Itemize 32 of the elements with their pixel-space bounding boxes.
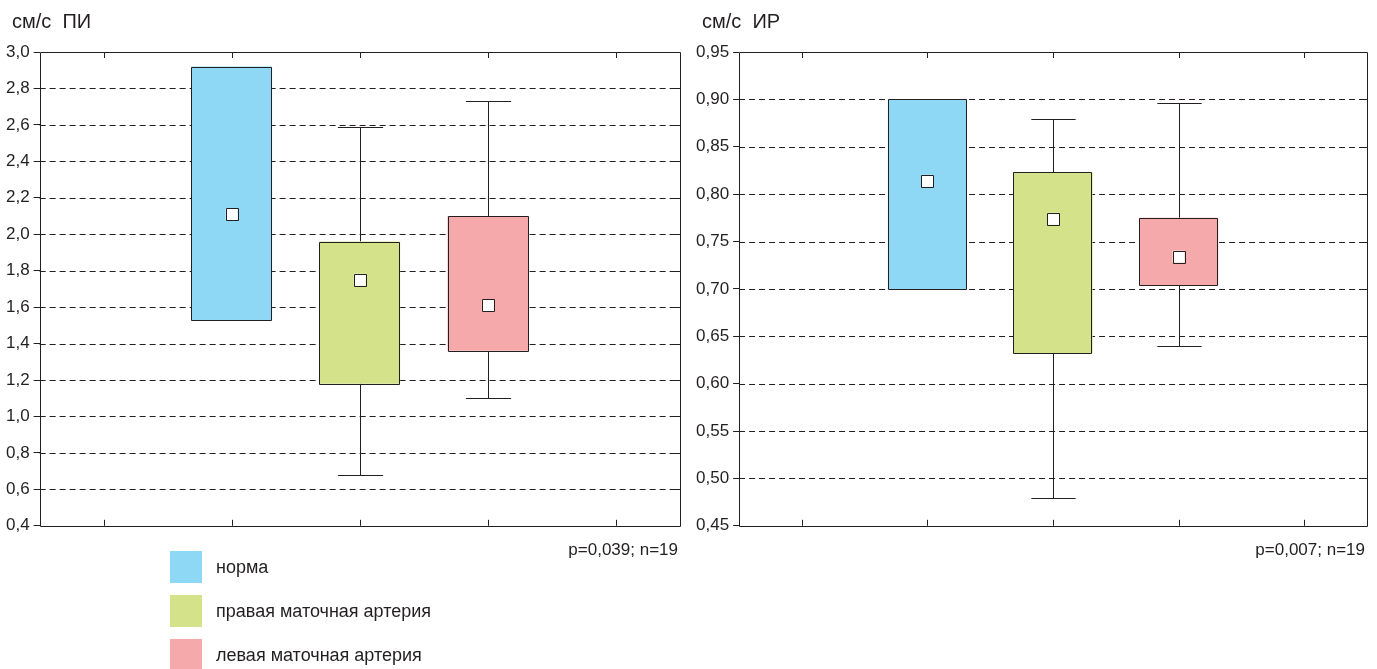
legend-label: правая маточная артерия	[216, 600, 432, 622]
y-tick-label: 0,4	[5, 515, 30, 535]
y-tick-label: 0,60	[695, 373, 730, 393]
y-axis-title: см/с ИР	[702, 10, 781, 33]
y-tick-label: 2,2	[5, 187, 30, 207]
y-tick-label: 0,55	[695, 420, 730, 440]
y-tick-label: 0,80	[695, 183, 730, 203]
y-tick-label: 1,2	[5, 369, 30, 389]
y-tick-label: 2,8	[5, 78, 30, 98]
y-tick-label: 0,95	[695, 41, 730, 61]
y-tick-label: 3,0	[5, 41, 30, 61]
text: p=0,007; n=19	[1255, 540, 1365, 560]
y-tick-label: 2,0	[5, 223, 30, 243]
y-axis-title: см/с ПИ	[12, 10, 92, 33]
text: p=0,039; n=19	[568, 540, 678, 560]
legend-label: левая маточная артерия	[216, 644, 422, 666]
y-tick-label: 0,50	[695, 468, 730, 488]
y-tick-label: 1,4	[5, 333, 30, 353]
y-tick-label: 0,45	[695, 515, 730, 535]
y-tick-label: 1,0	[5, 406, 30, 426]
y-tick-label: 0,85	[695, 136, 730, 156]
y-tick-label: 2,6	[5, 114, 30, 134]
y-tick-label: 0,90	[695, 89, 730, 109]
y-tick-label: 1,8	[5, 260, 30, 280]
y-tick-label: 2,4	[5, 151, 30, 171]
y-tick-label: 0,65	[695, 325, 730, 345]
y-tick-label: 0,75	[695, 231, 730, 251]
legend-label: норма	[216, 556, 269, 578]
y-tick-label: 1,6	[5, 296, 30, 316]
y-tick-label: 0,8	[5, 442, 30, 462]
y-tick-label: 0,6	[5, 479, 30, 499]
y-tick-label: 0,70	[695, 278, 730, 298]
